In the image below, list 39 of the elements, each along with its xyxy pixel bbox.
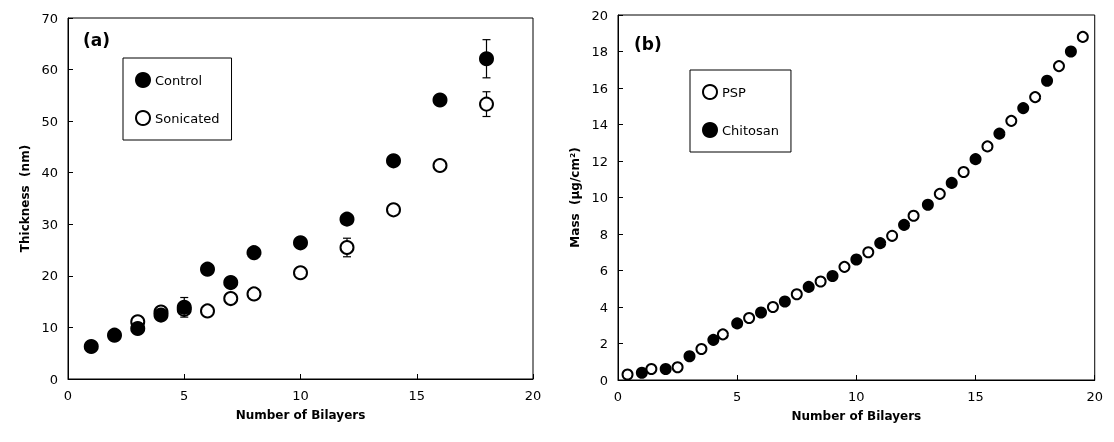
x-tick-label: 20 (1086, 389, 1103, 404)
y-tick-label: 16 (591, 80, 608, 96)
legend-label: Control (155, 72, 202, 88)
x-axis-title: Number of Bilayers (235, 408, 366, 422)
y-tick-label: 14 (591, 117, 608, 132)
y-axis-title: Mass (µg/cm²) (567, 147, 582, 248)
x-tick-label: 10 (848, 389, 865, 404)
x-tick-label: 5 (180, 388, 189, 403)
y-tick-label: 4 (599, 299, 608, 315)
y-tick-label: 8 (599, 226, 608, 242)
y-tick-label: 2 (599, 336, 608, 351)
x-tick-label: 15 (967, 389, 984, 404)
y-tick-label: 30 (41, 216, 58, 232)
y-tick-label: 50 (41, 113, 58, 129)
y-tick-label: 12 (591, 153, 608, 169)
y-tick-label: 20 (591, 7, 608, 23)
legend-label: Sonicated (155, 110, 220, 126)
x-tick-label: 15 (408, 388, 426, 403)
x-tick-label: 20 (524, 388, 542, 403)
y-tick-label: 6 (599, 263, 608, 278)
y-tick-label: 0 (599, 372, 608, 388)
y-tick-label: 10 (591, 190, 608, 205)
legend-label: Chitosan (722, 122, 779, 138)
y-tick-label: 40 (41, 165, 58, 181)
x-tick-label: 0 (63, 388, 73, 403)
y-tick-label: 20 (41, 268, 58, 284)
y-tick-label: 0 (49, 371, 58, 387)
x-axis-title: Number of Bilayers (791, 409, 922, 423)
y-axis-title: Thickness (nm) (17, 144, 32, 253)
x-tick-label: 0 (613, 389, 623, 404)
legend-label: PSP (722, 84, 747, 100)
x-tick-label: 10 (292, 388, 309, 403)
y-tick-label: 18 (591, 44, 608, 59)
text: (b) (634, 33, 662, 54)
y-tick-label: 10 (41, 319, 58, 335)
x-tick-label: 5 (733, 389, 742, 404)
y-tick-label: 70 (41, 10, 58, 26)
text: (a) (83, 29, 111, 50)
y-tick-label: 60 (41, 62, 58, 78)
